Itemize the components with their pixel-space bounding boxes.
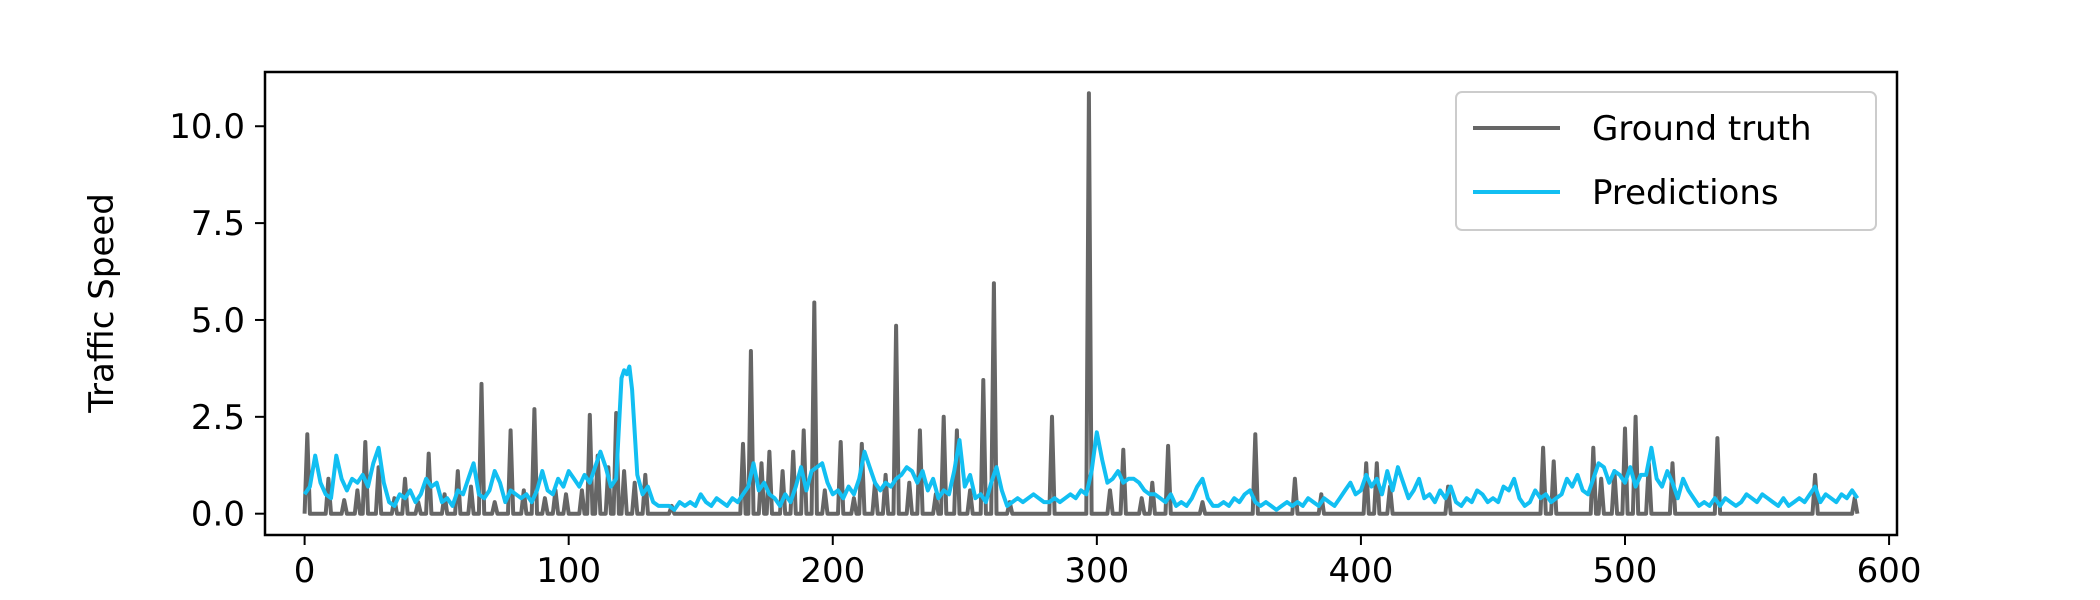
x-tick-label: 0	[294, 551, 316, 591]
series-line-ground-truth	[302, 91, 1860, 516]
x-tick-label: 400	[1328, 551, 1393, 591]
y-tick-label: 7.5	[191, 204, 245, 244]
x-tick-label: 500	[1593, 551, 1658, 591]
y-axis-label: Traffic Speed	[82, 193, 122, 414]
y-tick-label: 10.0	[169, 107, 245, 147]
y-tick-label: 2.5	[191, 398, 245, 438]
legend-label-predictions: Predictions	[1592, 173, 1779, 213]
x-axis: 0 100 200 300 400 500 600	[294, 535, 1922, 591]
legend-frame	[1455, 91, 1877, 231]
legend: Ground truth Predictions	[1455, 91, 1877, 231]
legend-label-ground-truth: Ground truth	[1592, 109, 1812, 149]
y-axis: 0.0 2.5 5.0 7.5 10.0	[169, 107, 265, 535]
y-tick-label: 5.0	[191, 301, 245, 341]
series-layer	[302, 91, 1860, 516]
x-tick-label: 300	[1064, 551, 1129, 591]
x-tick-label: 600	[1857, 551, 1922, 591]
series-line-predictions	[302, 364, 1860, 512]
y-tick-label: 0.0	[191, 495, 245, 535]
x-tick-label: 200	[800, 551, 865, 591]
x-tick-label: 100	[536, 551, 601, 591]
